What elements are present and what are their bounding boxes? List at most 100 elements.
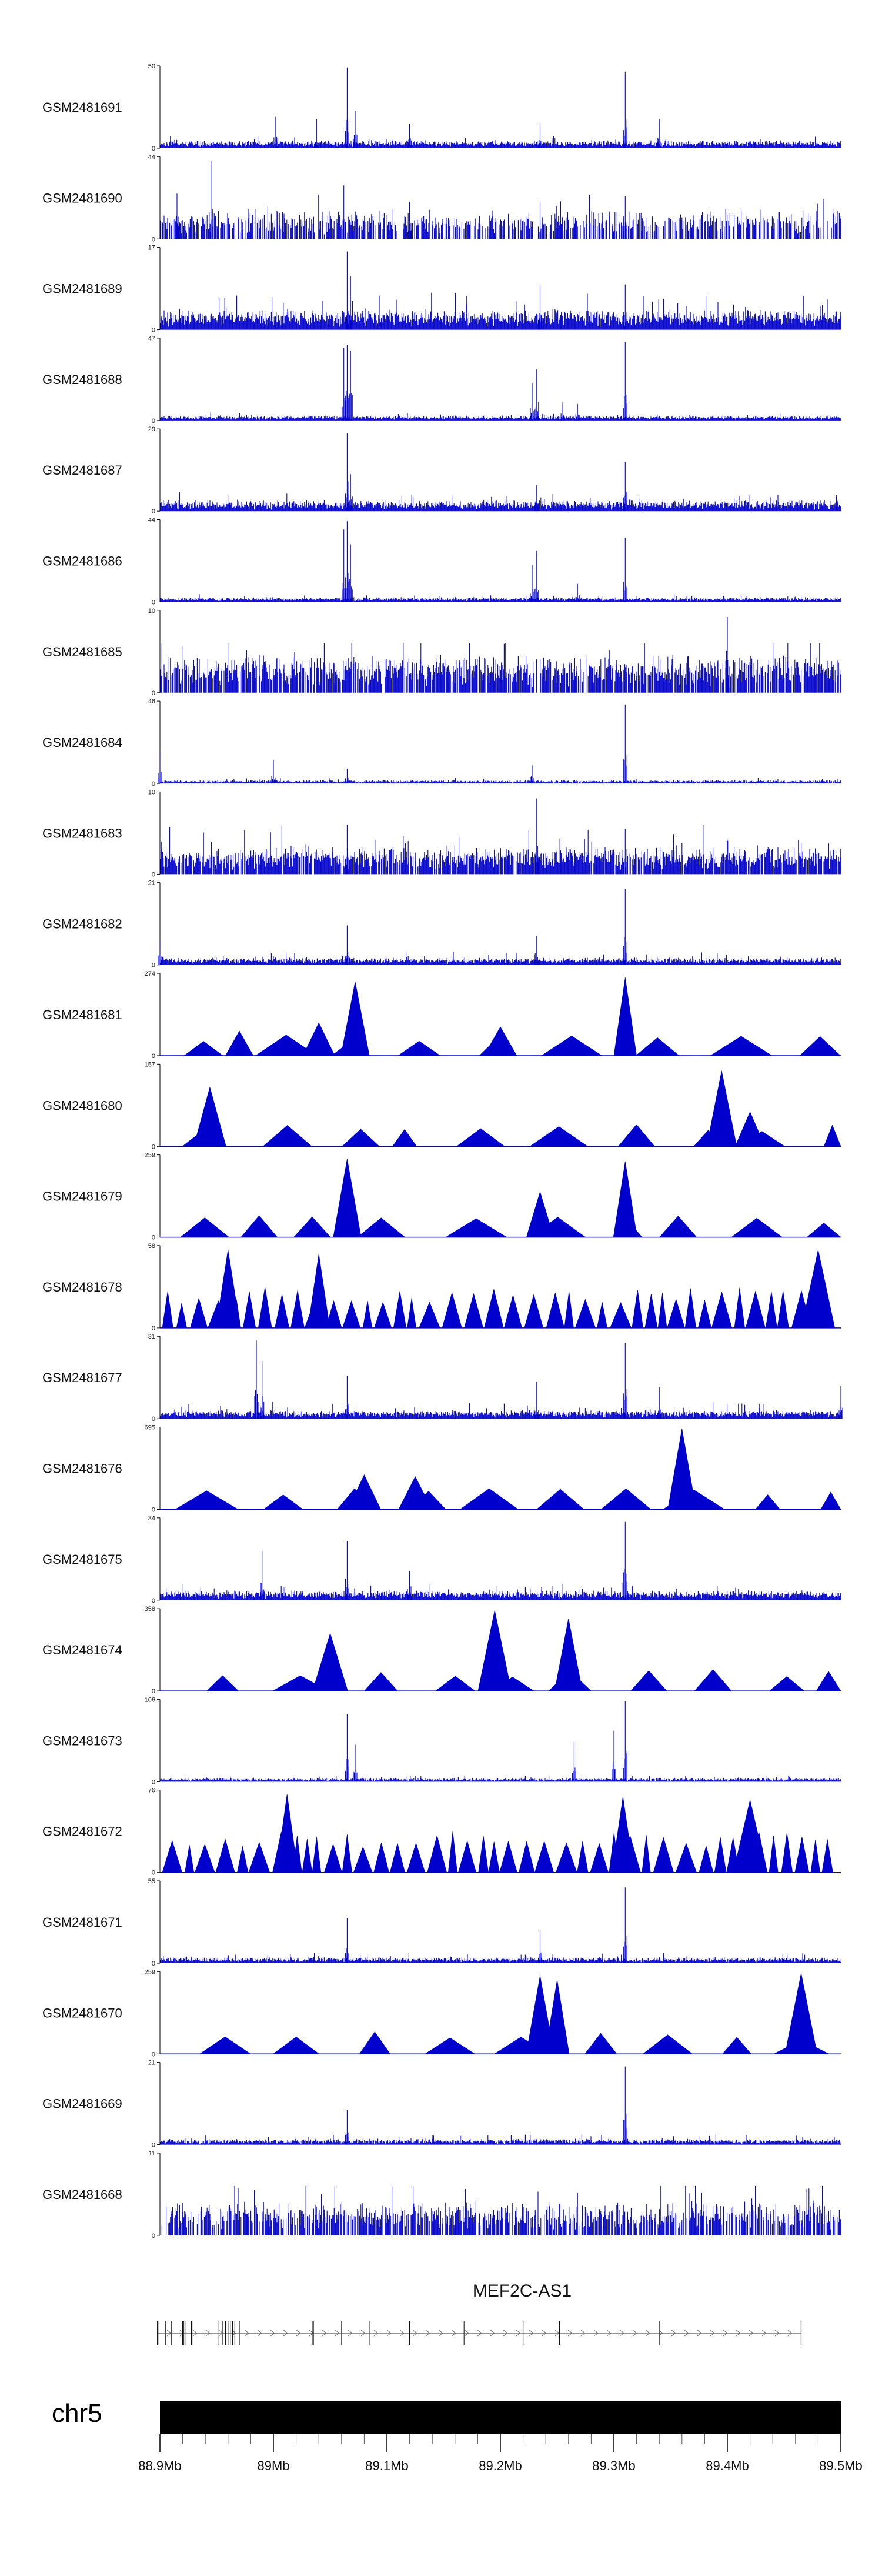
track-label: GSM2481681 (42, 1007, 122, 1022)
y-min-label: 0 (152, 2233, 155, 2240)
track-label: GSM2481674 (42, 1643, 122, 1657)
track-GSM2481688: GSM2481688 47 0 (42, 335, 841, 425)
strand-arrow (619, 2330, 625, 2337)
track-label: GSM2481669 (42, 2097, 122, 2111)
signal-bars (160, 433, 841, 512)
strand-arrow (774, 2330, 780, 2337)
y-max-label: 55 (148, 1878, 155, 1885)
y-max-label: 106 (145, 1696, 155, 1703)
track-label: GSM2481673 (42, 1733, 122, 1748)
strand-arrow (373, 2330, 379, 2337)
track-GSM2481683: GSM2481683 10 0 (42, 789, 841, 878)
strand-arrow (787, 2330, 793, 2337)
strand-arrow (244, 2330, 250, 2337)
strand-arrow (632, 2330, 638, 2337)
signal-area (183, 977, 841, 1056)
track-label: GSM2481677 (42, 1370, 122, 1385)
y-min-label: 0 (152, 962, 155, 969)
strand-arrow (438, 2330, 444, 2337)
track-label: GSM2481679 (42, 1189, 122, 1204)
track-label: GSM2481680 (42, 1098, 122, 1113)
track-GSM2481674: GSM2481674 358 0 (42, 1606, 841, 1695)
track-GSM2481690: GSM2481690 44 0 (42, 154, 841, 243)
strand-arrow (710, 2330, 716, 2337)
y-min-label: 0 (152, 1688, 155, 1695)
signal-bars (161, 2185, 841, 2235)
y-max-label: 259 (145, 1968, 155, 1976)
y-max-label: 17 (148, 245, 155, 252)
y-max-label: 58 (148, 1243, 155, 1250)
y-min-label: 0 (152, 1143, 155, 1150)
tick-label: 89Mb (257, 2458, 289, 2473)
track-GSM2481686: GSM2481686 44 0 (42, 517, 841, 606)
strand-arrow (658, 2330, 664, 2337)
track-label: GSM2481685 (42, 645, 122, 659)
track-label: GSM2481684 (42, 735, 122, 750)
signal-bars (158, 704, 841, 784)
strand-arrow (645, 2330, 651, 2337)
strand-arrow (451, 2330, 457, 2337)
y-max-label: 274 (145, 970, 155, 977)
signal-area (206, 1610, 841, 1691)
y-min-label: 0 (152, 508, 155, 515)
chromosome-label: chr5 (52, 2399, 102, 2428)
y-min-label: 0 (152, 599, 155, 606)
strand-arrow (205, 2330, 211, 2337)
signal-bars (160, 161, 841, 239)
strand-arrow (348, 2330, 353, 2337)
track-GSM2481678: GSM2481678 58 0 (42, 1243, 841, 1332)
y-max-label: 44 (148, 517, 155, 524)
y-min-label: 0 (152, 1778, 155, 1786)
track-label: GSM2481678 (42, 1280, 122, 1294)
y-max-label: 47 (148, 335, 155, 342)
y-min-label: 0 (152, 2051, 155, 2058)
tick-label: 89.2Mb (479, 2458, 522, 2473)
track-GSM2481673: GSM2481673 106 0 (42, 1696, 841, 1786)
tick-label: 89.1Mb (365, 2458, 408, 2473)
strand-arrow (464, 2330, 470, 2337)
tick-label: 89.4Mb (706, 2458, 749, 2473)
strand-arrow (684, 2330, 690, 2337)
y-max-label: 29 (148, 426, 155, 433)
track-GSM2481675: GSM2481675 34 0 (42, 1515, 841, 1604)
y-max-label: 21 (148, 880, 155, 887)
strand-arrow (399, 2330, 405, 2337)
track-GSM2481677: GSM2481677 31 0 (42, 1333, 843, 1423)
strand-arrow (477, 2330, 483, 2337)
y-max-label: 10 (148, 789, 155, 796)
track-label: GSM2481683 (42, 826, 122, 840)
strand-arrow (723, 2330, 729, 2337)
strand-arrow (257, 2330, 263, 2337)
signal-area (162, 1249, 836, 1329)
y-min-label: 0 (152, 236, 155, 243)
strand-arrow (567, 2330, 573, 2337)
track-label: GSM2481676 (42, 1461, 122, 1476)
strand-arrow (671, 2330, 677, 2337)
strand-arrow (580, 2330, 586, 2337)
strand-arrow (218, 2330, 224, 2337)
track-label: GSM2481670 (42, 2006, 122, 2020)
strand-arrow (593, 2330, 599, 2337)
y-max-label: 259 (145, 1152, 155, 1159)
track-label: GSM2481668 (42, 2187, 122, 2202)
y-max-label: 358 (145, 1606, 155, 1613)
track-GSM2481684: GSM2481684 46 0 (42, 698, 841, 788)
y-max-label: 31 (148, 1333, 155, 1340)
signal-area (182, 1070, 841, 1147)
signal-bars (160, 2066, 841, 2145)
y-min-label: 0 (152, 145, 155, 152)
chromosome-ideogram: chr5 88.9Mb 89Mb 89.1Mb 89.2Mb 89.3Mb 89.4Mb 8… (52, 2399, 863, 2473)
signal-tracks: GSM2481691500GSM2481690440GSM2481689170G… (42, 63, 843, 2240)
y-min-label: 0 (152, 1597, 155, 1604)
track-label: GSM2481688 (42, 372, 122, 387)
y-max-label: 46 (148, 698, 155, 705)
strand-arrow (283, 2330, 289, 2337)
track-GSM2481672: GSM2481672 76 0 (42, 1787, 841, 1877)
track-label: GSM2481691 (42, 100, 122, 115)
track-label: GSM2481671 (42, 1915, 122, 1930)
strand-arrow (412, 2330, 418, 2337)
strand-arrow (360, 2330, 366, 2337)
signal-bars (160, 1340, 843, 1419)
track-GSM2481679: GSM2481679 259 0 (42, 1152, 841, 1242)
